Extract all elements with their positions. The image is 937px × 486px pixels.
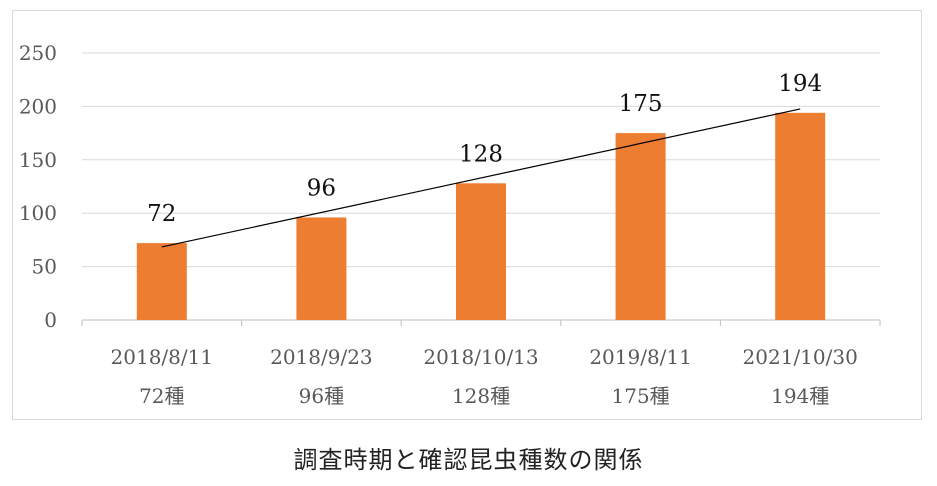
y-tick-label: 100 <box>19 201 57 225</box>
bar-chart: 0 50 100 150 200 250 72 96 128 175 194 2018/8/11 72種… <box>19 41 881 408</box>
data-label: 175 <box>619 91 663 117</box>
x-tick-label: 2018/10/13 <box>423 345 538 369</box>
y-tick-label: 150 <box>19 148 57 172</box>
y-tick-label: 250 <box>19 41 57 65</box>
bar <box>775 112 826 320</box>
x-tick-sublabel: 96種 <box>299 384 344 408</box>
x-tick-label: 2018/9/23 <box>270 345 373 369</box>
data-label: 128 <box>459 141 503 167</box>
y-tick-label: 50 <box>32 255 57 279</box>
x-tick-label: 2018/8/11 <box>111 345 214 369</box>
chart-frame <box>12 10 922 420</box>
trendline <box>161 108 801 248</box>
x-tick-sublabel: 175種 <box>612 384 670 408</box>
x-tick-sublabel: 194種 <box>771 384 829 408</box>
data-label: 72 <box>147 201 176 227</box>
x-tick-sublabel: 128種 <box>452 384 510 408</box>
bar <box>615 133 666 320</box>
x-tick-label: 2021/10/30 <box>743 345 858 369</box>
bar <box>456 183 506 320</box>
bar <box>136 243 187 320</box>
y-tick-label: 200 <box>19 94 57 118</box>
y-tick-label: 0 <box>44 308 57 332</box>
data-label: 96 <box>307 175 336 201</box>
x-tick-sublabel: 72種 <box>139 384 184 408</box>
bar <box>296 217 347 320</box>
x-tick-label: 2019/8/11 <box>589 345 692 369</box>
data-label: 194 <box>778 71 822 97</box>
chart-caption: 調査時期と確認昆虫種数の関係 <box>293 446 644 474</box>
